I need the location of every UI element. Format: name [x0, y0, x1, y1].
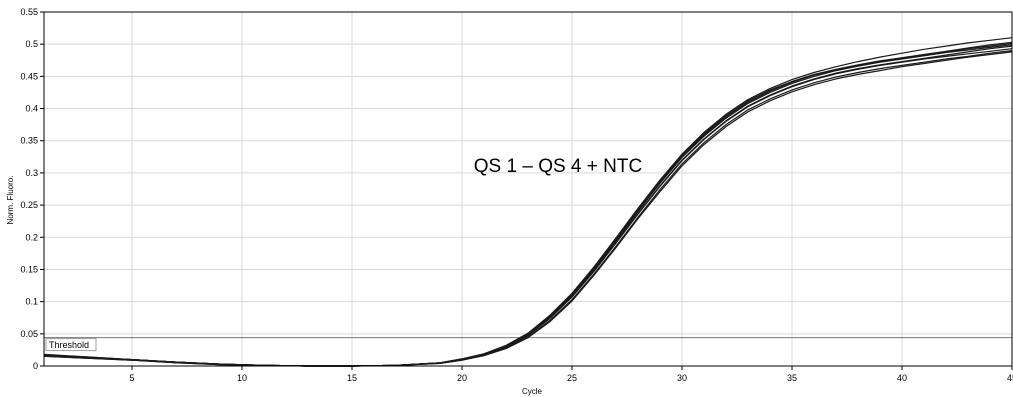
y-tick-label: 0	[33, 361, 38, 371]
y-tick-label: 0.35	[20, 136, 38, 146]
x-tick-label: 40	[897, 373, 907, 383]
y-tick-label: 0.1	[25, 297, 38, 307]
y-tick-label: 0.4	[25, 104, 38, 114]
x-tick-label: 45	[1007, 373, 1013, 383]
x-tick-label: 15	[347, 373, 357, 383]
x-axis-label: Cycle	[522, 387, 543, 396]
threshold-label-box	[45, 338, 97, 352]
y-tick-label: 0.15	[20, 264, 38, 274]
x-tick-label: 30	[677, 373, 687, 383]
plot-frame	[43, 11, 1013, 367]
y-tick-label: 0.2	[25, 232, 38, 242]
y-tick-label: 0.5	[25, 39, 38, 49]
y-tick-label: 0.25	[20, 200, 38, 210]
y-tick-label: 0.45	[20, 71, 38, 81]
y-tick-label: 0.55	[20, 7, 38, 17]
y-axis-label: Norm. Fluoro.	[6, 176, 15, 225]
x-tick-label: 35	[787, 373, 797, 383]
axes: 0 0.05 0.1 0.15 0.2 0.25 0.3 0.35 0.4 0.45 0.5 0.55…	[20, 7, 1013, 383]
x-tick-label: 20	[457, 373, 467, 383]
threshold-label: Threshold	[49, 340, 89, 350]
curve-annotation: QS 1 – QS 4 + NTC	[474, 156, 642, 177]
x-tick-label: 10	[237, 373, 247, 383]
y-tick-label: 0.05	[20, 329, 38, 339]
axis-labels: QS 1 – QS 4 + NTC Cycle Norm. Fluoro.	[6, 156, 642, 396]
y-tick-label: 0.3	[25, 168, 38, 178]
x-tick-label: 5	[129, 373, 134, 383]
x-tick-label: 25	[567, 373, 577, 383]
